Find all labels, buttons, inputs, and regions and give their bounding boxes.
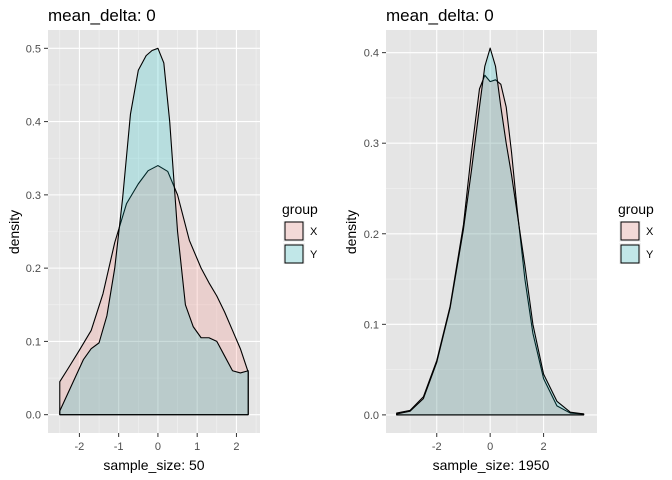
y-tick-label: 0.3 [364,138,379,150]
x-axis-ticks: -2 0 2 [432,433,547,453]
y-tick-label: 0.2 [26,263,41,275]
legend: group X Y [282,201,318,264]
x-axis-title: sample_size: 1950 [433,457,550,473]
density-areas [396,47,585,416]
y-tick-label: 0.5 [26,43,41,55]
y-tick-label: 0.1 [364,319,379,331]
x-tick-label: -2 [432,441,442,453]
x-tick-label: 2 [541,441,547,453]
chart-title: mean_delta: 0 [48,6,156,25]
legend-key-y [283,243,305,264]
legend-key-y [619,243,641,264]
density-area-y [59,47,249,416]
legend-title: group [282,201,318,217]
chart-panel-1: mean_delta: 0 -2 -1 0 1 2 0.0 0.1 0.2 0.3 0.4 0.5… [6,6,318,473]
density-area-x [396,74,585,416]
legend-swatch-x [620,221,640,241]
x-tick-label: -1 [114,441,124,453]
y-tick-label: 0.4 [364,48,379,60]
grid-major [48,30,260,433]
legend-label-x: X [646,226,654,238]
y-tick-label: 0.2 [364,229,379,241]
chart-title: mean_delta: 0 [386,6,494,25]
y-axis-ticks: 0.0 0.1 0.2 0.3 0.4 [364,48,386,422]
y-tick-label: 0.3 [26,190,41,202]
legend-swatch-x [284,221,304,241]
legend-key-x [283,221,305,242]
x-tick-label: 1 [194,441,200,453]
density-areas [59,47,249,416]
x-tick-label: 2 [233,441,239,453]
x-axis-title: sample_size: 50 [103,457,204,473]
x-tick-label: 0 [487,441,493,453]
legend: group X Y [618,201,654,264]
y-axis-ticks: 0.0 0.1 0.2 0.3 0.4 0.5 [26,43,48,422]
legend-title: group [618,201,654,217]
y-tick-label: 0.0 [364,410,379,422]
x-tick-label: 0 [155,441,161,453]
y-tick-label: 0.4 [26,117,41,129]
legend-label-y: Y [646,249,654,261]
legend-swatch-y [620,244,640,264]
y-axis-title: density [343,210,359,254]
x-tick-label: -2 [75,441,85,453]
legend-key-x [619,221,641,242]
legend-label-x: X [310,226,318,238]
density-area-x [59,165,249,416]
y-tick-label: 0.1 [26,336,41,348]
grid-major [386,30,597,433]
plot-background [386,30,597,433]
x-axis-ticks: -2 -1 0 1 2 [75,433,240,453]
legend-label-y: Y [310,249,318,261]
y-axis-title: density [6,210,22,254]
density-area-y [396,47,585,416]
legend-swatch-y [284,244,304,264]
chart-panel-2: mean_delta: 0 -2 0 2 0.0 0.1 0.2 0.3 0.4 sampl… [343,6,654,473]
y-tick-label: 0.0 [26,410,41,422]
